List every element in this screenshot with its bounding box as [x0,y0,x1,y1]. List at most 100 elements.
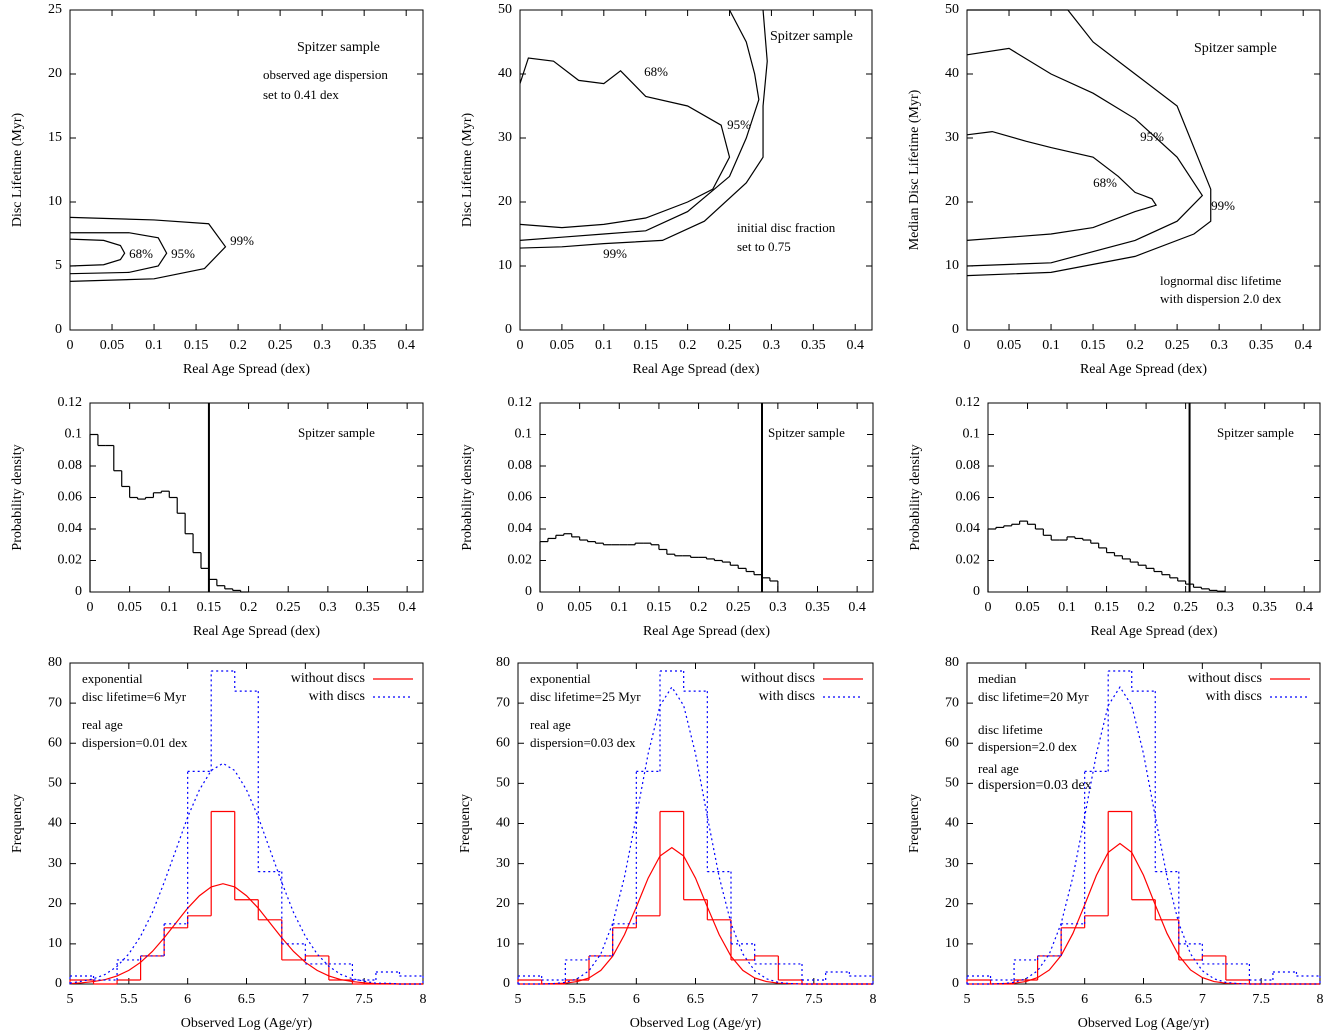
x-tick-label: 7 [302,992,309,1007]
annotation: Spitzer sample [770,29,853,44]
annotation: exponential [82,671,143,686]
contour-line [519,57,731,229]
x-tick-label: 0.1 [595,338,613,353]
x-tick-label: 0.4 [397,338,415,353]
y-tick-label: 80 [48,655,62,670]
fit-curve [69,762,423,985]
x-tick-label: 8 [420,992,427,1007]
x-tick-label: 0.15 [1081,338,1106,353]
x-tick-label: 0.4 [1295,600,1313,615]
contour-label: 95% [1140,129,1164,144]
y-axis-label: Disc Lifetime (Myr) [460,113,475,228]
y-tick-label: 40 [945,66,959,81]
legend-label: with discs [1206,689,1262,704]
x-tick-label: 0.05 [997,338,1022,353]
y-axis-label: Probability density [10,444,25,550]
annotation: initial disc fraction [737,220,836,235]
x-tick-label: 6 [633,992,640,1007]
y-tick-label: 0.1 [963,427,981,442]
x-tick-label: 0.2 [1126,338,1144,353]
x-tick-label: 0.4 [398,600,416,615]
y-tick-label: 60 [496,735,510,750]
x-tick-label: 0.3 [1216,600,1234,615]
annotation: dispersion=0.01 dex [82,735,188,750]
y-tick-label: 10 [498,258,512,273]
plot-frame [69,9,424,331]
x-tick-label: 6 [1081,992,1088,1007]
x-tick-label: 7 [751,992,758,1007]
annotation: real age [530,717,571,732]
x-tick-label: 0.35 [1249,338,1274,353]
y-tick-label: 0.04 [508,521,533,536]
contour-line [69,216,227,282]
x-tick-label: 0.35 [801,338,826,353]
legend-label: without discs [1188,671,1262,686]
y-tick-label: 20 [496,896,510,911]
x-tick-label: 0.2 [690,600,708,615]
y-tick-label: 30 [498,130,512,145]
contour-label: 95% [171,246,195,261]
y-axis-label: Probability density [460,444,475,550]
y-tick-label: 0.12 [508,395,533,410]
y-tick-label: 0.1 [65,427,83,442]
y-axis-label: Frequency [458,794,473,853]
x-tick-label: 0.3 [313,338,331,353]
y-tick-label: 60 [945,735,959,750]
y-tick-label: 0 [55,322,62,337]
x-tick-label: 0.1 [161,600,179,615]
x-tick-label: 7.5 [355,992,373,1007]
y-tick-label: 20 [48,896,62,911]
x-axis-label: Real Age Spread (dex) [193,624,320,639]
fit-curve [967,685,1320,985]
x-tick-label: 0 [985,600,992,615]
y-tick-label: 30 [496,856,510,871]
annotation: observed age dispersion [263,67,388,82]
y-tick-label: 0 [973,584,980,599]
x-tick-label: 6 [184,992,191,1007]
y-tick-label: 0.12 [956,395,981,410]
y-axis-label: Probability density [908,444,923,550]
annotation: Spitzer sample [297,40,380,55]
x-tick-label: 0.2 [679,338,697,353]
x-tick-label: 7 [1199,992,1206,1007]
x-tick-label: 0.25 [1165,338,1190,353]
annotation: median [978,671,1017,686]
legend-label: with discs [759,689,815,704]
x-tick-label: 0.3 [769,600,787,615]
y-tick-label: 10 [945,936,959,951]
y-tick-label: 50 [496,776,510,791]
contour-label: 95% [727,117,751,132]
y-tick-label: 10 [945,258,959,273]
y-tick-label: 20 [945,194,959,209]
y-tick-label: 80 [496,655,510,670]
y-axis-label: Frequency [10,794,25,853]
y-tick-label: 0 [503,976,510,991]
y-tick-label: 70 [496,695,510,710]
fit-curve [967,842,1320,985]
annotation: Spitzer sample [298,425,375,440]
contour-line [519,9,768,249]
y-tick-label: 30 [48,856,62,871]
legend-label: without discs [741,671,815,686]
annotation: disc lifetime=20 Myr [978,689,1089,704]
y-tick-label: 0 [952,322,959,337]
x-tick-label: 0 [964,338,971,353]
y-tick-label: 60 [48,735,62,750]
y-tick-label: 40 [496,816,510,831]
x-tick-label: 0.15 [633,338,658,353]
y-axis-label: Median Disc Lifetime (Myr) [907,89,922,250]
x-axis-label: Real Age Spread (dex) [1080,362,1207,377]
y-tick-label: 50 [498,2,512,17]
annotation: exponential [530,671,591,686]
x-tick-label: 8 [1317,992,1324,1007]
contour-label: 68% [129,246,153,261]
x-axis-label: Real Age Spread (dex) [183,362,310,377]
x-tick-label: 5 [964,992,971,1007]
contour-label: 99% [1211,198,1235,213]
x-tick-label: 0.2 [1137,600,1155,615]
x-tick-label: 0 [67,338,74,353]
y-tick-label: 0.04 [956,521,981,536]
y-tick-label: 0.02 [58,553,83,568]
contour-line [966,9,1212,277]
annotation: Spitzer sample [1217,425,1294,440]
